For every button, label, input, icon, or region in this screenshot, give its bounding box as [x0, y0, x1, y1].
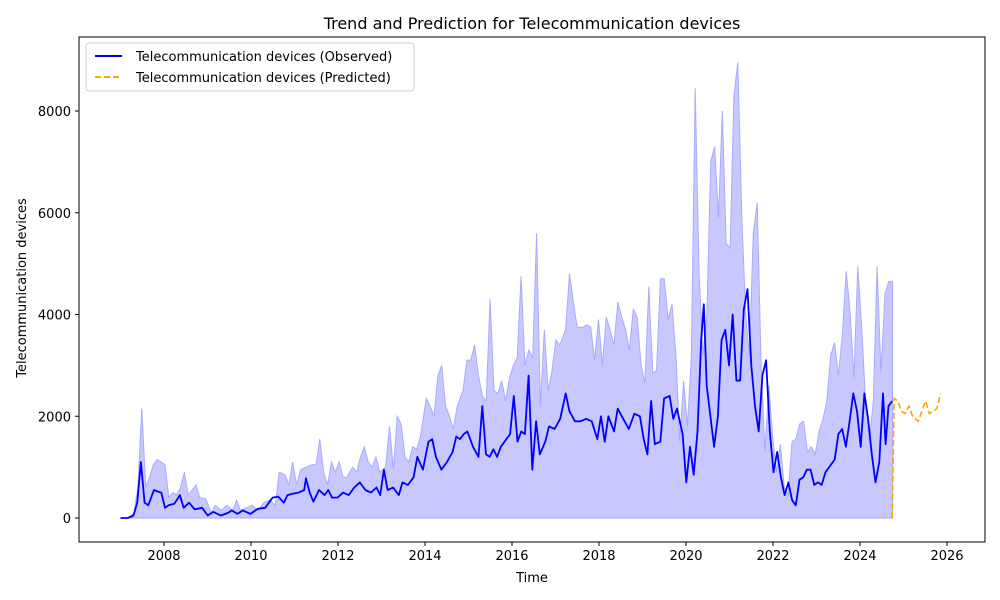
y-tick-label: 0	[63, 512, 71, 527]
x-tick-label: 2008	[147, 549, 180, 564]
chart-title: Trend and Prediction for Telecommunicati…	[323, 14, 741, 33]
legend: Telecommunication devices (Observed) Tel…	[85, 42, 415, 92]
x-tick-label: 2018	[582, 549, 615, 564]
x-tick-label: 2010	[234, 549, 267, 564]
x-tick-label: 2024	[843, 549, 876, 564]
y-tick-label: 8000	[38, 105, 71, 120]
confidence-band	[120, 62, 894, 519]
x-tick-label: 2012	[321, 549, 354, 564]
plot-frame	[78, 36, 986, 543]
series-lines-layer	[120, 288, 942, 519]
x-tick-label: 2020	[669, 549, 702, 564]
y-axis-ticks: 0 2000 4000 6000 8000	[38, 105, 79, 527]
x-axis-ticks: 2008 2010 2012 2014 2016 2018 2020 2022 2024 2026	[147, 542, 964, 564]
legend-box	[85, 42, 415, 92]
legend-predicted-label: Telecommunication devices (Predicted)	[135, 71, 391, 86]
legend-observed-label: Telecommunication devices (Observed)	[135, 50, 392, 65]
y-tick-label: 4000	[38, 309, 71, 324]
y-tick-label: 2000	[38, 410, 71, 425]
x-tick-label: 2022	[756, 549, 789, 564]
predicted-line	[891, 393, 942, 519]
x-tick-label: 2026	[930, 549, 963, 564]
confidence-band-layer	[120, 62, 894, 519]
observed-line	[120, 288, 893, 519]
x-axis-label: Time	[515, 571, 548, 586]
x-tick-label: 2014	[408, 549, 441, 564]
x-tick-label: 2016	[495, 549, 528, 564]
y-tick-label: 6000	[38, 207, 71, 222]
y-axis-label: Telecommunication devices	[15, 198, 30, 379]
